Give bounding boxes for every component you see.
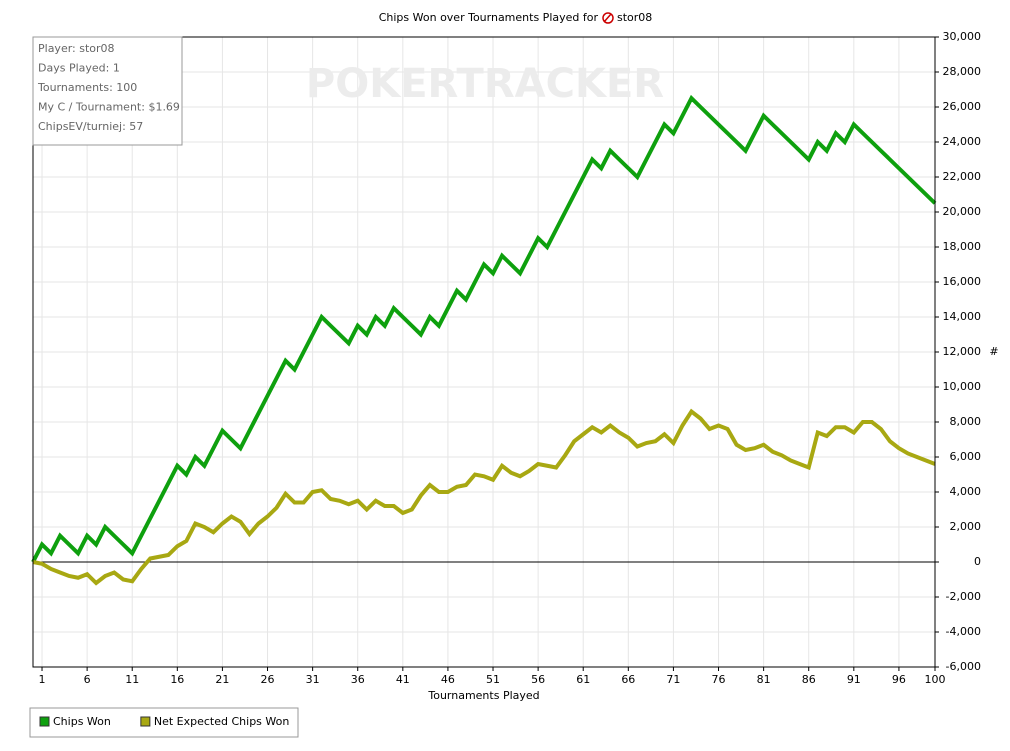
x-axis-label: Tournaments Played <box>427 689 539 702</box>
y-tick-label: -6,000 <box>946 660 981 673</box>
x-tick-label: 1 <box>39 673 46 686</box>
legend-swatch <box>39 716 50 727</box>
info-line: ChipsEV/turniej: 57 <box>38 120 143 133</box>
y-tick-label: 26,000 <box>943 100 982 113</box>
info-box-frame <box>32 36 183 146</box>
series-line <box>31 94 937 563</box>
x-tick-label: 100 <box>925 673 946 686</box>
x-tick-label: 51 <box>486 673 500 686</box>
x-tick-label: 26 <box>261 673 275 686</box>
info-box: Player: stor08 Days Played: 1 Tournaments:… <box>32 36 183 146</box>
x-tick-label: 91 <box>847 673 861 686</box>
y-tick-label: 2,000 <box>950 520 982 533</box>
y-tick-label: 24,000 <box>943 135 982 148</box>
y-tick-label: 20,000 <box>943 205 982 218</box>
y-tick-label: -2,000 <box>946 590 981 603</box>
legend-frame <box>29 707 299 738</box>
y-axis-label: # <box>989 345 998 358</box>
info-line: Player: stor08 <box>38 42 115 55</box>
y-tick-label: 28,000 <box>943 65 982 78</box>
y-tick-label: -4,000 <box>946 625 981 638</box>
player-name: stor08 <box>617 11 652 24</box>
x-tick-label: 56 <box>531 673 545 686</box>
series-line <box>32 408 936 586</box>
x-tick-label: 36 <box>351 673 365 686</box>
x-tick-label: 41 <box>396 673 410 686</box>
x-tick-label: 16 <box>170 673 184 686</box>
x-tick-label: 46 <box>441 673 455 686</box>
info-line: Tournaments: 100 <box>37 81 137 94</box>
y-tick-label: 8,000 <box>950 415 982 428</box>
x-tick-label: 6 <box>84 673 91 686</box>
y-tick-label: 6,000 <box>950 450 982 463</box>
y-tick-label: 22,000 <box>943 170 982 183</box>
x-tick-label: 21 <box>215 673 229 686</box>
y-tick-label: 10,000 <box>943 380 982 393</box>
y-tick-label: 12,000 <box>943 345 982 358</box>
y-tick-label: 4,000 <box>950 485 982 498</box>
info-line: Days Played: 1 <box>38 62 120 75</box>
player-icon <box>602 12 614 24</box>
x-tick-label: 11 <box>125 673 139 686</box>
legend-label: Chips Won <box>53 715 111 728</box>
y-tick-label: 0 <box>974 555 981 568</box>
watermark: POKERTRACKER <box>306 61 664 107</box>
y-tick-label: 16,000 <box>943 275 982 288</box>
info-line: My C / Tournament: $1.69 <box>38 101 180 114</box>
legend-swatch <box>140 716 151 727</box>
x-tick-label: 61 <box>576 673 590 686</box>
y-tick-label: 14,000 <box>943 310 982 323</box>
x-tick-label: 31 <box>306 673 320 686</box>
y-tick-label: 30,000 <box>943 30 982 43</box>
x-tick-label: 76 <box>712 673 726 686</box>
x-tick-label: 71 <box>666 673 680 686</box>
x-tick-label: 66 <box>621 673 635 686</box>
chart-title: Chips Won over Tournaments Played for <box>379 11 599 24</box>
legend-label: Net Expected Chips Won <box>154 715 290 728</box>
x-tick-label: 81 <box>757 673 771 686</box>
y-tick-label: 18,000 <box>943 240 982 253</box>
x-tick-label: 96 <box>892 673 906 686</box>
x-tick-label: 86 <box>802 673 816 686</box>
